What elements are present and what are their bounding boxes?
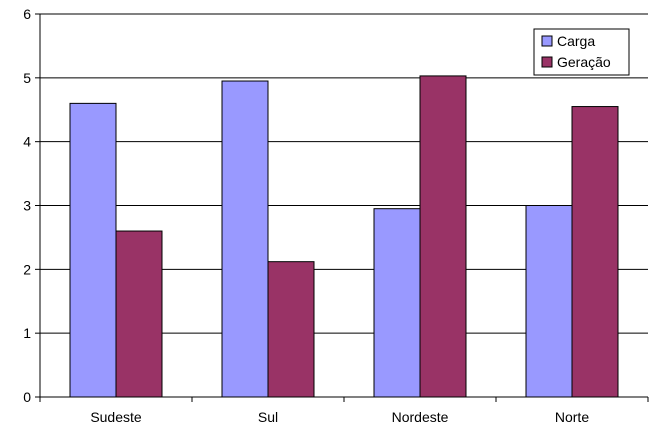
legend-swatch bbox=[541, 35, 553, 47]
x-tick-label: Norte bbox=[555, 409, 589, 425]
y-tick-label: 0 bbox=[23, 389, 31, 405]
legend-swatch bbox=[541, 56, 553, 68]
y-tick-label: 4 bbox=[23, 134, 31, 150]
legend-label: Geração bbox=[557, 54, 611, 70]
legend: Carga Geração bbox=[533, 28, 630, 76]
y-tick-label: 2 bbox=[23, 261, 31, 277]
bar-carga-norte bbox=[525, 205, 573, 398]
bar-gera-o-norte bbox=[571, 106, 619, 398]
bar-carga-sul bbox=[221, 80, 269, 398]
bar-carga-sudeste bbox=[69, 102, 117, 398]
bars bbox=[69, 75, 619, 398]
bar-gera-o-sudeste bbox=[115, 230, 163, 398]
y-tick-label: 1 bbox=[23, 325, 31, 341]
x-tick-label: Nordeste bbox=[392, 409, 449, 425]
bar-gera-o-nordeste bbox=[419, 75, 467, 398]
x-tick-label: Sul bbox=[258, 409, 278, 425]
x-tick-label: Sudeste bbox=[90, 409, 142, 425]
x-axis-ticks: Sudeste Sul Nordeste Norte bbox=[39, 397, 649, 425]
y-tick-label: 6 bbox=[23, 6, 31, 22]
y-tick-label: 3 bbox=[23, 198, 31, 214]
y-axis-ticks: 0 1 2 3 4 5 6 bbox=[23, 6, 40, 405]
legend-label: Carga bbox=[557, 33, 595, 49]
bar-gera-o-sul bbox=[267, 261, 315, 398]
y-tick-label: 5 bbox=[23, 70, 31, 86]
bar-carga-nordeste bbox=[373, 208, 421, 398]
